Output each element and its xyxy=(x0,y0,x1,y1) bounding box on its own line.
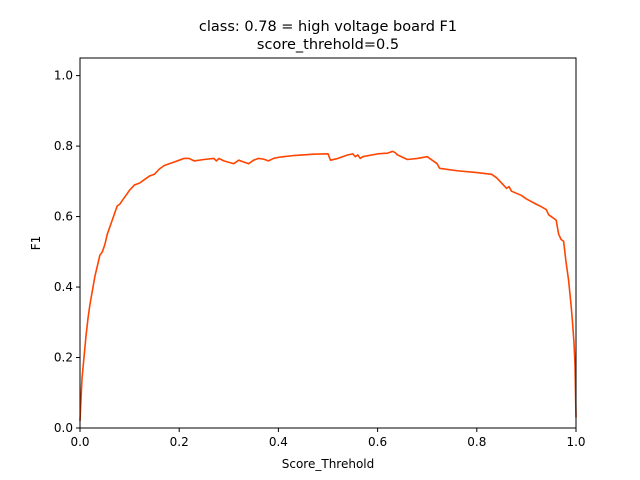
x-axis: 0.0 0.2 0.4 0.6 0.8 1.0 xyxy=(70,428,586,449)
x-tick-label: 1.0 xyxy=(566,435,585,449)
y-tick-label: 0.4 xyxy=(54,280,73,294)
x-tick-label: 0.0 xyxy=(70,435,89,449)
y-axis: 0.0 0.2 0.4 0.6 0.8 1.0 xyxy=(54,69,80,435)
y-tick-label: 0.6 xyxy=(54,210,73,224)
series-line-0 xyxy=(79,150,577,421)
y-tick-label: 0.2 xyxy=(54,351,73,365)
x-tick-label: 0.8 xyxy=(467,435,486,449)
chart-title-line-2: score_threhold=0.5 xyxy=(257,37,399,53)
x-tick-label: 0.4 xyxy=(269,435,288,449)
y-tick-label: 0.0 xyxy=(54,421,73,435)
x-axis-label: Score_Threhold xyxy=(282,457,375,471)
x-tick-label: 0.2 xyxy=(170,435,189,449)
plot-area xyxy=(79,150,577,421)
chart-title-line-1: class: 0.78 = high voltage board F1 xyxy=(199,19,457,35)
y-tick-label: 0.8 xyxy=(54,139,73,153)
axes-frame xyxy=(79,57,577,429)
x-tick-label: 0.6 xyxy=(368,435,387,449)
y-tick-label: 1.0 xyxy=(54,69,73,83)
y-axis-label: F1 xyxy=(29,236,43,251)
